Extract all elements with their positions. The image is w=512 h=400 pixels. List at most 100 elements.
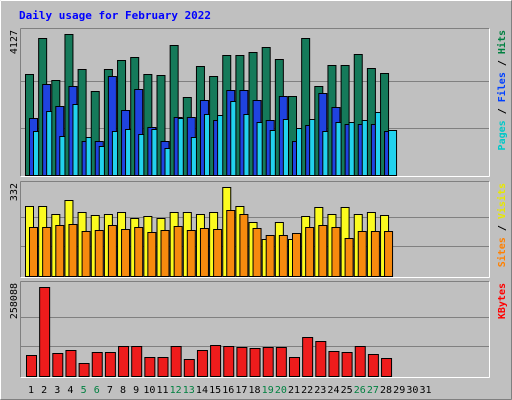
plot-border-pages-files-hits bbox=[20, 28, 490, 177]
max-label-sites-visits: 332 bbox=[9, 183, 20, 201]
bar-sites-day-14 bbox=[199, 228, 209, 277]
bar-sites-day-17 bbox=[239, 214, 249, 277]
bar-kbytes-day-6 bbox=[91, 352, 103, 377]
bar-sites-day-5 bbox=[81, 231, 91, 277]
bar-kbytes-day-21 bbox=[289, 357, 300, 377]
day-label-3: 3 bbox=[54, 385, 60, 396]
day-label-15: 15 bbox=[209, 385, 221, 396]
bar-kbytes-day-2 bbox=[39, 287, 51, 377]
day-label-25: 25 bbox=[341, 385, 353, 396]
day-label-5: 5 bbox=[81, 385, 87, 396]
plot-border-kbytes bbox=[20, 281, 490, 378]
bar-sites-day-28 bbox=[384, 231, 394, 277]
day-label-6: 6 bbox=[94, 385, 100, 396]
day-label-28: 28 bbox=[380, 385, 392, 396]
bar-sites-day-18 bbox=[252, 228, 262, 277]
bar-sites-day-2 bbox=[42, 227, 52, 277]
bar-sites-day-24 bbox=[331, 227, 341, 277]
day-label-29: 29 bbox=[393, 385, 405, 396]
legend-entry-pages-files-hits-4: Hits bbox=[496, 30, 508, 54]
bar-sites-day-25 bbox=[344, 238, 354, 277]
day-label-14: 14 bbox=[196, 385, 208, 396]
chart-title: Daily usage for February 2022 bbox=[19, 9, 211, 22]
day-label-21: 21 bbox=[288, 385, 300, 396]
legend-entry-sites-visits-2: Visits bbox=[496, 183, 508, 219]
bar-sites-day-1 bbox=[29, 227, 38, 277]
bar-kbytes-day-9 bbox=[131, 346, 143, 377]
legend-entry-sites-visits-1: / bbox=[497, 219, 508, 237]
bar-sites-day-12 bbox=[173, 226, 183, 277]
bar-kbytes-day-14 bbox=[196, 350, 208, 377]
legend-entry-sites-visits-0: Sites bbox=[496, 237, 508, 267]
bar-kbytes-day-7 bbox=[104, 352, 116, 377]
legend-entry-pages-files-hits-2: Files bbox=[496, 72, 508, 102]
bar-sites-day-22 bbox=[305, 227, 315, 277]
day-label-4: 4 bbox=[67, 385, 73, 396]
day-label-22: 22 bbox=[301, 385, 313, 396]
day-label-27: 27 bbox=[367, 385, 379, 396]
bar-kbytes-day-15 bbox=[210, 345, 222, 377]
bar-kbytes-day-25 bbox=[341, 352, 353, 377]
day-label-1: 1 bbox=[28, 385, 34, 396]
bar-sites-day-10 bbox=[147, 232, 157, 277]
bar-sites-day-19 bbox=[265, 235, 275, 277]
bar-kbytes-day-24 bbox=[328, 351, 340, 377]
bar-sites-day-26 bbox=[357, 231, 367, 277]
day-label-2: 2 bbox=[41, 385, 47, 396]
bar-kbytes-day-12 bbox=[170, 346, 182, 377]
bar-kbytes-day-20 bbox=[275, 347, 287, 377]
day-label-12: 12 bbox=[170, 385, 182, 396]
max-label-pages-files-hits: 4127 bbox=[9, 30, 20, 54]
bar-sites-day-27 bbox=[370, 231, 380, 277]
bar-sites-day-6 bbox=[94, 230, 104, 277]
bar-kbytes-day-23 bbox=[315, 341, 327, 377]
day-label-18: 18 bbox=[249, 385, 261, 396]
day-label-30: 30 bbox=[406, 385, 418, 396]
bar-kbytes-day-10 bbox=[144, 357, 156, 377]
day-label-17: 17 bbox=[235, 385, 247, 396]
bar-sites-day-9 bbox=[134, 227, 144, 277]
bar-sites-day-3 bbox=[55, 225, 65, 277]
bar-kbytes-day-28 bbox=[381, 358, 393, 377]
bar-kbytes-day-18 bbox=[249, 348, 261, 377]
bar-kbytes-day-8 bbox=[118, 346, 130, 377]
bar-sites-day-20 bbox=[278, 235, 288, 277]
bar-kbytes-day-13 bbox=[183, 359, 195, 377]
bar-sites-day-11 bbox=[160, 230, 170, 277]
day-label-16: 16 bbox=[222, 385, 234, 396]
bar-kbytes-day-5 bbox=[78, 363, 90, 377]
day-label-23: 23 bbox=[314, 385, 326, 396]
bar-pages-day-28 bbox=[388, 130, 398, 176]
plot-border-sites-visits bbox=[20, 181, 490, 278]
legend-entry-pages-files-hits-0: Pages bbox=[497, 120, 508, 150]
legend-sites-visits: Sites / Visits bbox=[496, 183, 508, 267]
bar-sites-day-16 bbox=[226, 210, 236, 277]
legend-kbytes: KBytes bbox=[497, 283, 508, 319]
day-label-10: 10 bbox=[143, 385, 155, 396]
bar-sites-day-7 bbox=[107, 225, 117, 277]
bar-kbytes-day-16 bbox=[223, 346, 235, 377]
day-label-20: 20 bbox=[275, 385, 287, 396]
day-label-7: 7 bbox=[107, 385, 113, 396]
bar-sites-day-15 bbox=[213, 229, 223, 277]
legend-pages-files-hits: Pages / Files / Hits bbox=[496, 30, 508, 150]
day-label-8: 8 bbox=[120, 385, 126, 396]
legend-entry-pages-files-hits-3: / bbox=[497, 54, 508, 72]
bar-kbytes-day-4 bbox=[65, 350, 77, 377]
day-label-19: 19 bbox=[262, 385, 274, 396]
max-label-kbytes: 258088 bbox=[9, 283, 20, 319]
bar-kbytes-day-3 bbox=[52, 353, 64, 377]
bar-sites-day-4 bbox=[68, 224, 78, 277]
day-label-11: 11 bbox=[156, 385, 168, 396]
bar-kbytes-day-27 bbox=[367, 354, 379, 377]
day-label-31: 31 bbox=[419, 385, 431, 396]
day-label-26: 26 bbox=[354, 385, 366, 396]
bar-sites-day-23 bbox=[318, 225, 328, 277]
bar-kbytes-day-22 bbox=[302, 337, 314, 377]
legend-entry-kbytes-0: KBytes bbox=[497, 283, 508, 319]
day-label-24: 24 bbox=[327, 385, 339, 396]
bar-sites-day-21 bbox=[292, 233, 301, 277]
bar-kbytes-day-19 bbox=[262, 347, 274, 377]
